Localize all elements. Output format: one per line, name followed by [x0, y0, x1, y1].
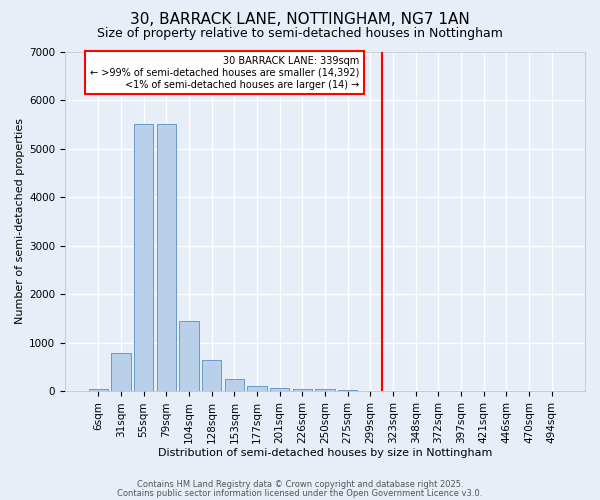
Bar: [224, 380, 244, 392]
Bar: [112, 352, 131, 392]
Text: Contains HM Land Registry data © Crown copyright and database right 2025.: Contains HM Land Registry data © Crown c…: [137, 480, 463, 489]
Bar: [293, 389, 312, 392]
Bar: [202, 360, 221, 392]
X-axis label: Distribution of semi-detached houses by size in Nottingham: Distribution of semi-detached houses by …: [158, 448, 492, 458]
Text: Contains public sector information licensed under the Open Government Licence v3: Contains public sector information licen…: [118, 488, 482, 498]
Bar: [316, 389, 335, 392]
Text: 30, BARRACK LANE, NOTTINGHAM, NG7 1AN: 30, BARRACK LANE, NOTTINGHAM, NG7 1AN: [130, 12, 470, 28]
Bar: [338, 390, 358, 392]
Bar: [134, 124, 153, 392]
Bar: [89, 389, 108, 392]
Bar: [270, 388, 289, 392]
Bar: [157, 124, 176, 392]
Bar: [247, 386, 266, 392]
Y-axis label: Number of semi-detached properties: Number of semi-detached properties: [15, 118, 25, 324]
Text: 30 BARRACK LANE: 339sqm
← >99% of semi-detached houses are smaller (14,392)
<1% : 30 BARRACK LANE: 339sqm ← >99% of semi-d…: [89, 56, 359, 90]
Text: Size of property relative to semi-detached houses in Nottingham: Size of property relative to semi-detach…: [97, 28, 503, 40]
Bar: [179, 321, 199, 392]
